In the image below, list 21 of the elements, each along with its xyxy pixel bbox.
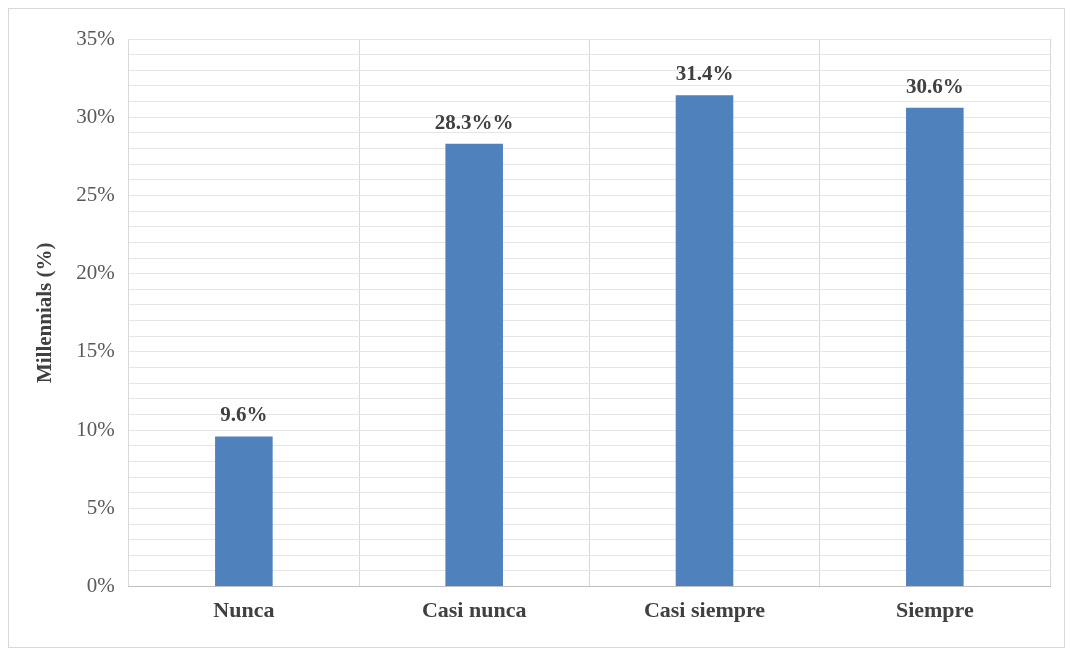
- x-tick-label: Casi siempre: [643, 597, 766, 623]
- x-tick-label: Nunca: [213, 597, 275, 623]
- y-tick-label: 15%: [76, 338, 115, 363]
- bar: [906, 107, 964, 587]
- y-tick-label: 10%: [76, 416, 115, 441]
- data-label: 9.6%: [220, 402, 268, 427]
- data-label: 30.6%: [905, 73, 964, 98]
- y-axis-title: Millennials (%): [32, 242, 57, 384]
- y-tick-label: 30%: [76, 103, 115, 128]
- y-tick-label: 0%: [86, 573, 115, 598]
- data-label: 28.3%%: [434, 109, 514, 134]
- data-label: 31.4%: [675, 61, 734, 86]
- x-tick-label: Casi nunca: [421, 597, 527, 623]
- bar: [445, 143, 503, 587]
- y-tick-label: 20%: [76, 260, 115, 285]
- bar: [675, 95, 734, 587]
- bar: [215, 436, 273, 587]
- y-tick-label: 35%: [76, 25, 115, 50]
- y-tick-label: 5%: [86, 494, 115, 519]
- x-tick-label: Siempre: [895, 597, 974, 623]
- y-tick-label: 25%: [76, 181, 115, 206]
